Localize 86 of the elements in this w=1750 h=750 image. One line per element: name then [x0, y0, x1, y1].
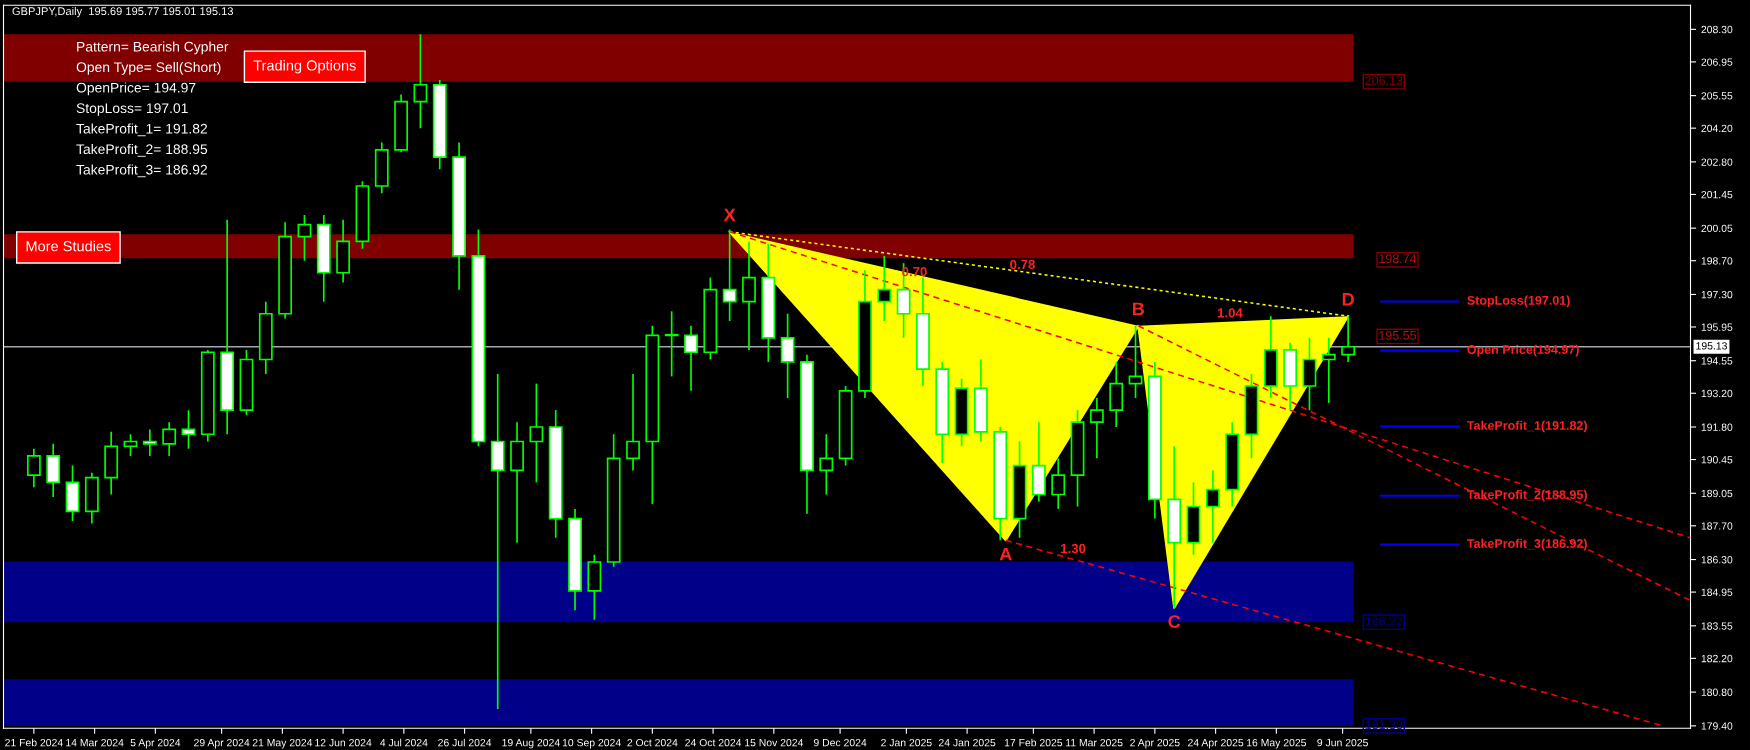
candlestick	[1205, 469, 1220, 544]
annotation: Pattern= Bearish Cypher Open Type= Sell(Short) OpenPrice= 194.97 StopLoss= 197.01 TakeProfit_1= 191.82 TakeProfit_2= 188.95 TakeProfit_3= 186.92	[76, 41, 229, 178]
x-tick-label: 17 Feb 2025	[1004, 738, 1063, 747]
annotation: X	[723, 208, 736, 222]
chart-title: GBPJPY,Daily 195.69 195.77 195.01 195.13	[12, 6, 234, 18]
x-tick-label: 9 Dec 2024	[813, 738, 867, 747]
candlestick	[123, 433, 138, 457]
y-tick-label: 193.20	[1701, 389, 1733, 398]
annotation: D	[1342, 293, 1354, 306]
band-label: 186.22	[1365, 616, 1403, 626]
candlestick	[297, 214, 312, 262]
annotation: 195.55	[1379, 330, 1417, 340]
annotation: 1.04	[1217, 308, 1243, 318]
y-tick-label: 183.55	[1701, 622, 1733, 630]
ref-line-label: TakeProfit_3(186.92)	[1467, 538, 1587, 551]
x-tick-label: 5 Apr 2024	[130, 738, 181, 749]
x-tick-label: 2 Jan 2025	[881, 738, 932, 747]
candlestick	[26, 447, 41, 489]
annotation: 0.78	[1010, 259, 1035, 270]
y-tick-label: 208.30	[1701, 25, 1733, 34]
x-tick-label: 10 Sep 2024	[562, 738, 621, 749]
y-tick-label: 189.05	[1701, 489, 1733, 498]
x-tick-label: 12 Jun 2024	[315, 738, 372, 747]
y-tick-label: 195.95	[1701, 323, 1733, 331]
y-tick-label: 182.20	[1701, 654, 1733, 663]
y-tick-label: 194.55	[1701, 357, 1733, 365]
x-tick-label: 16 May 2025	[1247, 738, 1307, 749]
y-tick-label: 180.80	[1701, 688, 1733, 696]
candlestick	[722, 228, 737, 322]
candlestick	[1089, 397, 1104, 460]
x-tick-label: 15 Nov 2024	[745, 738, 804, 747]
x-tick-label: 21 Feb 2024	[5, 738, 63, 747]
x-tick-label: 24 Oct 2024	[685, 738, 742, 747]
candlestick	[819, 433, 834, 496]
y-tick-label: 179.40	[1701, 722, 1733, 730]
candlestick	[1341, 315, 1356, 363]
y-tick-label: 202.80	[1701, 158, 1733, 166]
x-tick-label: 11 Mar 2025	[1066, 738, 1123, 747]
ref-line-label: Open Price(194.97)	[1467, 344, 1579, 357]
y-tick-label: 204.20	[1701, 124, 1733, 133]
y-tick-label: 190.45	[1701, 456, 1733, 464]
candlestick	[664, 310, 679, 378]
candlestick	[142, 428, 157, 457]
y-tick-label: 200.05	[1701, 224, 1733, 233]
annotation: More Studies	[26, 240, 111, 252]
x-tick-label: 14 Mar 2024	[66, 738, 124, 747]
y-tick-label: 187.70	[1701, 522, 1733, 530]
candlestick	[1321, 336, 1336, 404]
annotation: Trading Options	[253, 59, 356, 74]
annotation: C	[1168, 615, 1181, 628]
candlestick	[1051, 457, 1066, 510]
candlestick	[684, 324, 698, 392]
candlestick	[413, 33, 428, 129]
x-tick-label: 24 Apr 2025	[1188, 738, 1244, 749]
candlestick	[490, 373, 505, 710]
x-tick-label: 29 Apr 2024	[194, 738, 250, 749]
x-tick-label: 21 May 2024	[252, 738, 313, 749]
candlestick	[529, 382, 544, 484]
annotation: 1.30	[1061, 543, 1086, 554]
x-tick-label: 26 Jul 2024	[438, 738, 492, 747]
y-tick-label: 201.45	[1701, 190, 1733, 199]
candlestick	[877, 255, 892, 322]
x-tick-label: 2 Apr 2025	[1130, 738, 1180, 749]
candlestick	[181, 409, 196, 450]
band-label: 206.13	[1365, 76, 1403, 85]
x-tick-label: 24 Jan 2025	[938, 738, 996, 747]
y-tick-label: 186.30	[1701, 556, 1733, 564]
y-tick-label: 198.70	[1701, 257, 1733, 265]
ref-line-label: TakeProfit_1(191.82)	[1467, 420, 1587, 433]
y-tick-label: 191.80	[1701, 423, 1733, 431]
annotation: B	[1132, 302, 1144, 316]
x-tick-label: 4 Jul 2024	[380, 738, 428, 747]
annotation: A	[999, 547, 1012, 561]
annotation: 198.74	[1379, 254, 1417, 264]
y-tick-label: 206.95	[1701, 58, 1733, 66]
ref-line-label: 195.13	[1696, 342, 1727, 350]
y-tick-label: 197.30	[1701, 290, 1733, 299]
x-tick-label: 19 Aug 2024	[502, 738, 560, 749]
x-tick-label: 9 Jun 2025	[1317, 738, 1368, 747]
y-tick-label: 205.55	[1701, 92, 1733, 100]
ref-line-label: StopLoss(197.01)	[1467, 295, 1570, 308]
y-tick-label: 184.95	[1701, 588, 1733, 596]
band-label: 181.33	[1365, 720, 1403, 730]
candlestick	[626, 373, 640, 472]
x-tick-label: 2 Oct 2024	[627, 738, 678, 747]
candlestick	[162, 421, 177, 457]
